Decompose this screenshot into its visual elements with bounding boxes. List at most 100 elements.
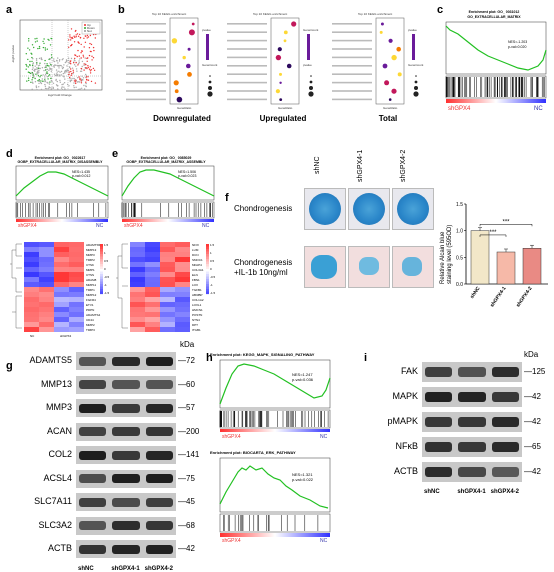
lane-label: shGPX4-2 — [144, 565, 174, 572]
volcano-point — [49, 58, 52, 60]
heatmap-cell — [24, 287, 39, 292]
band — [79, 544, 107, 554]
volcano-point-up — [72, 71, 75, 73]
blot-label-mmp3: MMP3 — [45, 402, 72, 412]
bar-ytick-label: 1.5 — [456, 202, 463, 208]
heatmap-cell — [160, 297, 175, 302]
kegg-dot — [396, 46, 401, 52]
col-label-shgpx4-2: shGPX4-2 — [400, 149, 407, 182]
volcano-point-down — [38, 45, 41, 48]
heatmap-scale-cell — [100, 271, 103, 275]
heatmap-cell — [54, 287, 69, 292]
volcano-point — [68, 59, 70, 62]
volcano-point — [40, 88, 43, 91]
volcano-point — [36, 64, 38, 66]
volcano-point — [41, 78, 43, 80]
volcano-point — [36, 73, 38, 75]
heatmap-cell — [69, 252, 84, 257]
volcano-point-down — [29, 64, 31, 67]
heatmap-cell — [69, 282, 84, 287]
western-blot-i: FAK —125 MAPK —42 pMAPK —42 NFκB —65 ACTB —42 shNC… — [368, 360, 554, 510]
well-il1b-shgpx4-1 — [348, 246, 390, 288]
volcano-point — [61, 89, 64, 91]
volcano-point-up — [72, 69, 74, 71]
alcian-blue-panel: shNC shGPX4-1 shGPX4-2 Chondrogenesis Ch… — [232, 150, 550, 326]
heatmap-cell — [175, 242, 190, 247]
volcano-point-up — [90, 43, 93, 46]
volcano-point-up — [90, 80, 93, 83]
band — [145, 380, 173, 389]
heatmap-cell — [24, 292, 39, 297]
volcano-point — [44, 80, 47, 82]
volcano-point-up — [72, 37, 74, 40]
heatmap-gene-label: ADAM8 — [86, 278, 97, 282]
panel-label-i: i — [364, 352, 368, 364]
heatmap-cell — [160, 247, 175, 252]
kegg-total-legend-count: GeneCount — [408, 63, 424, 67]
volcano-point — [56, 74, 58, 77]
volcano-point-down — [29, 60, 31, 63]
sig-bracket-2 — [479, 234, 507, 237]
heatmap-cell — [54, 322, 69, 327]
heatmap-cell — [160, 252, 175, 257]
volcano-point — [32, 67, 34, 69]
volcano-point — [66, 83, 69, 86]
volcano-point-up — [70, 63, 72, 65]
volcano-point-up — [87, 66, 90, 69]
volcano-point-up — [80, 80, 82, 82]
volcano-point-down — [51, 38, 53, 40]
volcano-point — [50, 79, 52, 82]
kegg-up-svg — [227, 17, 314, 105]
volcano-point-up — [74, 81, 77, 83]
blot-strip-acan — [76, 422, 176, 441]
heatmap-cell — [54, 302, 69, 307]
heatmap-cell — [160, 282, 175, 287]
heatmap-cell — [145, 242, 160, 247]
volcano-point — [76, 81, 79, 83]
kegg-term-label — [227, 31, 267, 33]
kegg-dot — [187, 47, 191, 51]
volcano-point — [38, 82, 40, 85]
volcano-point-up — [74, 36, 76, 38]
kegg-term-label — [227, 90, 267, 92]
kegg-dot — [397, 72, 402, 77]
kegg-dot — [279, 72, 282, 76]
volcano-point — [81, 60, 84, 63]
band — [145, 356, 173, 366]
well-chondro-shgpx4-1 — [348, 188, 390, 230]
kegg-legend-dot — [415, 75, 417, 77]
heatmap-cell — [130, 322, 145, 327]
band — [458, 467, 486, 477]
gsea-d-svg — [15, 165, 109, 222]
volcano-point-up — [91, 59, 93, 61]
volcano-point — [48, 69, 50, 72]
kda-marker: —42 — [178, 544, 195, 553]
volcano-plot: Up Down Not log2 Fold Change -log10 pval… — [11, 18, 104, 100]
bar-shGPX4-1 — [496, 251, 516, 285]
volcano-point — [79, 88, 81, 90]
heatmap-cell — [69, 322, 84, 327]
heatmap-cell — [39, 272, 54, 277]
volcano-point — [58, 65, 60, 67]
volcano-point — [36, 89, 38, 91]
volcano-point-up — [88, 47, 91, 49]
heatmap-cell — [39, 267, 54, 272]
heatmap-scale-tick: -1.5 — [210, 291, 216, 295]
gsea-d-nes: NES=1.435 — [72, 170, 90, 174]
volcano-point-up — [87, 65, 89, 67]
heatmap-cell — [160, 312, 175, 317]
volcano-point-down — [46, 72, 48, 74]
heatmap-scale-cell — [206, 291, 209, 295]
heatmap-cell — [69, 287, 84, 292]
volcano-point — [83, 88, 86, 90]
gsea-c-right-label: NC — [534, 106, 543, 112]
heatmap-cell — [175, 257, 190, 262]
gsea-d-right-label: NC — [96, 223, 104, 229]
heatmap-scale-cell — [100, 289, 103, 292]
blot-label-mapk: MAPK — [392, 391, 418, 401]
gsea-d-left-label: shGPX4 — [18, 223, 37, 229]
sig-label-2: *** — [489, 230, 497, 236]
volcano-legend-up: Up — [87, 23, 91, 27]
volcano-point-up — [89, 66, 92, 68]
volcano-point-up — [70, 45, 72, 47]
